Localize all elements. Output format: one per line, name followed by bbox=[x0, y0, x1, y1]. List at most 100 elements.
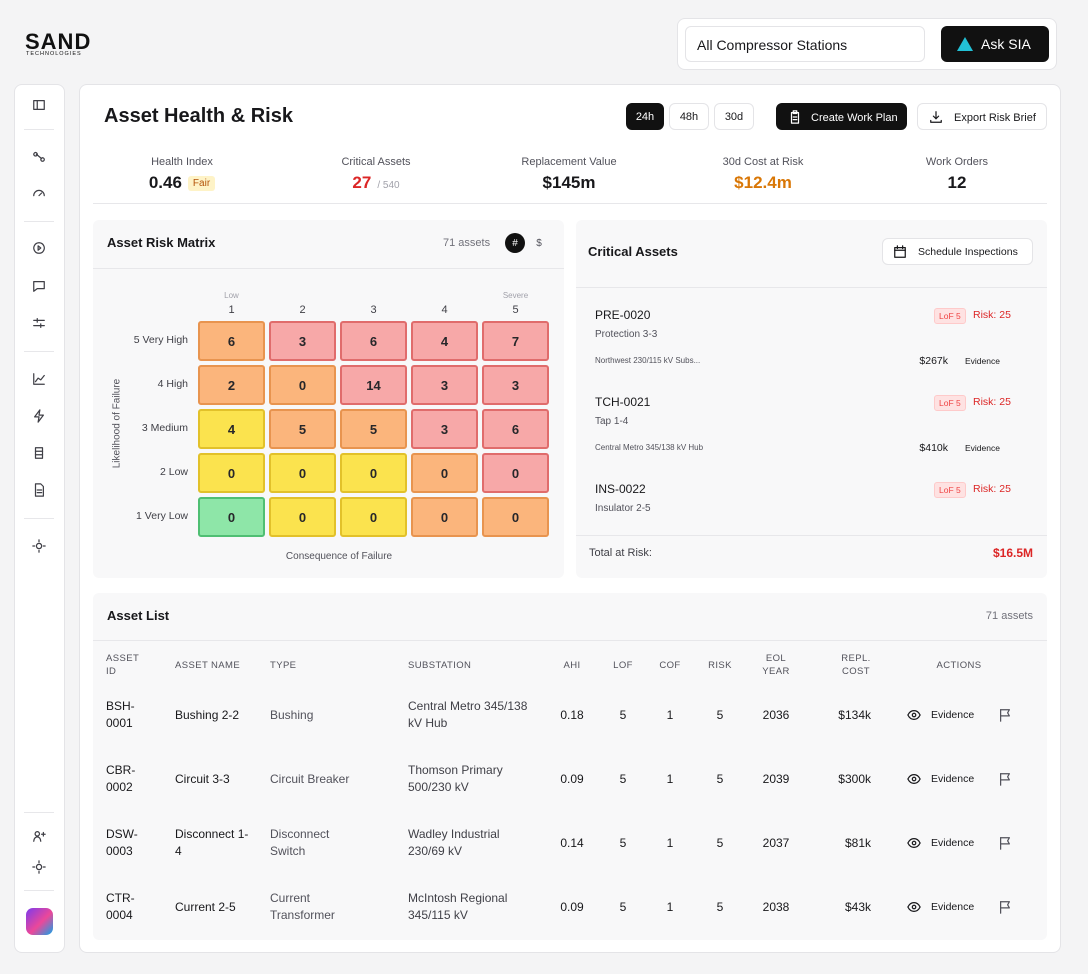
user-avatar[interactable] bbox=[26, 908, 53, 935]
matrix-cell[interactable]: 4 bbox=[198, 409, 265, 449]
table-cell: 5 bbox=[716, 707, 724, 722]
table-cell: Circuit 3-3 bbox=[175, 771, 230, 786]
sidebar-icon bbox=[33, 242, 45, 254]
panel-title: Asset Risk Matrix bbox=[107, 235, 216, 250]
icon-path bbox=[33, 151, 38, 157]
asset-row[interactable]: CBR-0002 Circuit 3-3 Circuit Breaker Thomso… bbox=[93, 753, 1047, 805]
sidebar-divider bbox=[24, 890, 54, 891]
evidence-link[interactable]: Evidence bbox=[931, 837, 975, 849]
matrix-cell[interactable]: 3 bbox=[411, 409, 478, 449]
icon-path bbox=[911, 712, 917, 718]
matrix-cell[interactable]: 0 bbox=[198, 453, 265, 493]
matrix-cell[interactable]: 2 bbox=[198, 365, 265, 405]
panel-divider bbox=[93, 268, 564, 269]
matrix-cell[interactable]: 7 bbox=[482, 321, 549, 361]
table-cell: Bushing 2-2 bbox=[175, 707, 240, 722]
matrix-cell[interactable]: 0 bbox=[269, 497, 336, 537]
matrix-cell[interactable]: 5 bbox=[269, 409, 336, 449]
matrix-toggle[interactable]: $ bbox=[536, 237, 542, 249]
matrix-cell[interactable]: 6 bbox=[482, 409, 549, 449]
schedule-button[interactable]: Schedule Inspections bbox=[882, 238, 1033, 265]
matrix-cell[interactable]: 0 bbox=[482, 453, 549, 493]
kpi-label: Work Orders bbox=[925, 156, 989, 168]
matrix-cell[interactable]: 3 bbox=[482, 365, 549, 405]
matrix-cell[interactable]: 0 bbox=[198, 497, 265, 537]
time-range-button[interactable]: 30d bbox=[714, 103, 754, 130]
kpi: Health Index 0.46 Fair bbox=[92, 153, 272, 197]
sidebar-divider bbox=[24, 812, 54, 813]
risk-matrix-panel: Asset Risk Matrix 71 assets # $ Low 1 2 3 4 Sever… bbox=[93, 220, 564, 578]
icon-path bbox=[34, 483, 44, 497]
sidebar-icon bbox=[32, 860, 46, 874]
action-button[interactable]: Export Risk Brief bbox=[917, 103, 1047, 130]
icon-path bbox=[1000, 901, 1010, 909]
kpi: Work Orders 12 bbox=[867, 153, 1047, 197]
icon-path bbox=[37, 245, 42, 251]
asset-row[interactable]: BSH-0001 Bushing 2-2 Bushing Central Metro … bbox=[93, 689, 1047, 741]
matrix-cell[interactable]: 6 bbox=[340, 321, 407, 361]
matrix-cell[interactable]: 14 bbox=[340, 365, 407, 405]
matrix-cell[interactable]: 0 bbox=[269, 365, 336, 405]
evidence-link[interactable]: Evidence bbox=[931, 901, 975, 913]
critical-asset-item[interactable]: INS-0022 Insulator 2-5 LoF 5 Risk: 25 bbox=[576, 480, 1047, 560]
logo-name: SAND bbox=[25, 29, 92, 54]
matrix-cell[interactable]: 6 bbox=[198, 321, 265, 361]
action-button[interactable]: Create Work Plan bbox=[776, 103, 907, 130]
table-cell: Thomson Primary 500/230 kV bbox=[408, 763, 503, 794]
column-header: TYPE bbox=[270, 659, 297, 671]
table-cell: Current Transformer bbox=[270, 891, 335, 922]
panel-divider bbox=[576, 535, 1047, 536]
risk-score: Risk: 25 bbox=[973, 396, 1011, 408]
table-cell: Disconnect 1-4 bbox=[175, 827, 249, 858]
evidence-link[interactable]: Evidence bbox=[965, 443, 1000, 453]
evidence-link[interactable]: Evidence bbox=[931, 709, 975, 721]
asset-row[interactable]: DSW-0003 Disconnect 1-4 Disconnect Switch W… bbox=[93, 817, 1047, 869]
panel-divider bbox=[93, 640, 1047, 641]
ask-button[interactable]: Ask SIA bbox=[941, 26, 1049, 62]
column-header: ASSET NAME bbox=[175, 659, 241, 671]
matrix-cell[interactable]: 0 bbox=[411, 453, 478, 493]
table-cell: 0.14 bbox=[560, 835, 584, 850]
logo-tagline: TECHNOLOGIES bbox=[26, 51, 82, 57]
kpi-label: 30d Cost at Risk bbox=[722, 156, 804, 168]
matrix-cell[interactable]: 0 bbox=[411, 497, 478, 537]
sidebar-icon bbox=[33, 373, 45, 385]
icon-path bbox=[1000, 837, 1010, 845]
kpi: Replacement Value $145m bbox=[479, 153, 659, 197]
table-cell: $43k bbox=[844, 899, 871, 914]
matrix-cell[interactable]: 0 bbox=[340, 497, 407, 537]
table-cell: BSH-0001 bbox=[106, 699, 135, 730]
critical-asset-item[interactable]: PRE-0020 Protection 3-3 LoF 5 Risk: 25 North… bbox=[576, 306, 1047, 386]
asset-row[interactable]: CTR-0004 Current 2-5 Current Transformer Mc… bbox=[93, 881, 1047, 933]
table-cell: 1 bbox=[666, 835, 674, 850]
icon-path bbox=[911, 840, 917, 846]
matrix-cell[interactable]: 5 bbox=[340, 409, 407, 449]
matrix-cell[interactable]: 0 bbox=[269, 453, 336, 493]
table-cell: Current 2-5 bbox=[175, 899, 236, 914]
column-header: RISK bbox=[708, 659, 732, 671]
matrix-cell[interactable]: 4 bbox=[411, 321, 478, 361]
time-range-button[interactable]: 48h bbox=[669, 103, 709, 130]
sidebar-divider bbox=[24, 129, 54, 130]
table-cell: 0.09 bbox=[560, 771, 584, 786]
matrix-cell[interactable]: 3 bbox=[269, 321, 336, 361]
table-cell: 5 bbox=[619, 707, 627, 722]
icon-path bbox=[34, 831, 41, 837]
matrix-toggle[interactable]: # bbox=[505, 233, 525, 253]
matrix-cell[interactable]: 3 bbox=[411, 365, 478, 405]
evidence-link[interactable]: Evidence bbox=[931, 773, 975, 785]
evidence-link[interactable]: Evidence bbox=[965, 356, 1000, 366]
matrix-cell[interactable]: 0 bbox=[340, 453, 407, 493]
critical-asset-item[interactable]: TCH-0021 Tap 1-4 LoF 5 Risk: 25 Central Metr… bbox=[576, 393, 1047, 473]
icon-path bbox=[33, 100, 45, 110]
station-select[interactable]: All Compressor Stations bbox=[685, 26, 925, 62]
column-label: 5 bbox=[512, 304, 519, 316]
time-range-button[interactable]: 24h bbox=[626, 103, 664, 130]
eye-icon bbox=[907, 710, 921, 720]
flag-icon bbox=[1000, 901, 1010, 914]
column-header: ACTIONS bbox=[936, 659, 982, 671]
column-label: 1 bbox=[228, 304, 235, 316]
kpi-value: $145m bbox=[542, 173, 596, 192]
matrix-cell[interactable]: 0 bbox=[482, 497, 549, 537]
kpi-value-row: 27 / 540 bbox=[286, 173, 466, 193]
